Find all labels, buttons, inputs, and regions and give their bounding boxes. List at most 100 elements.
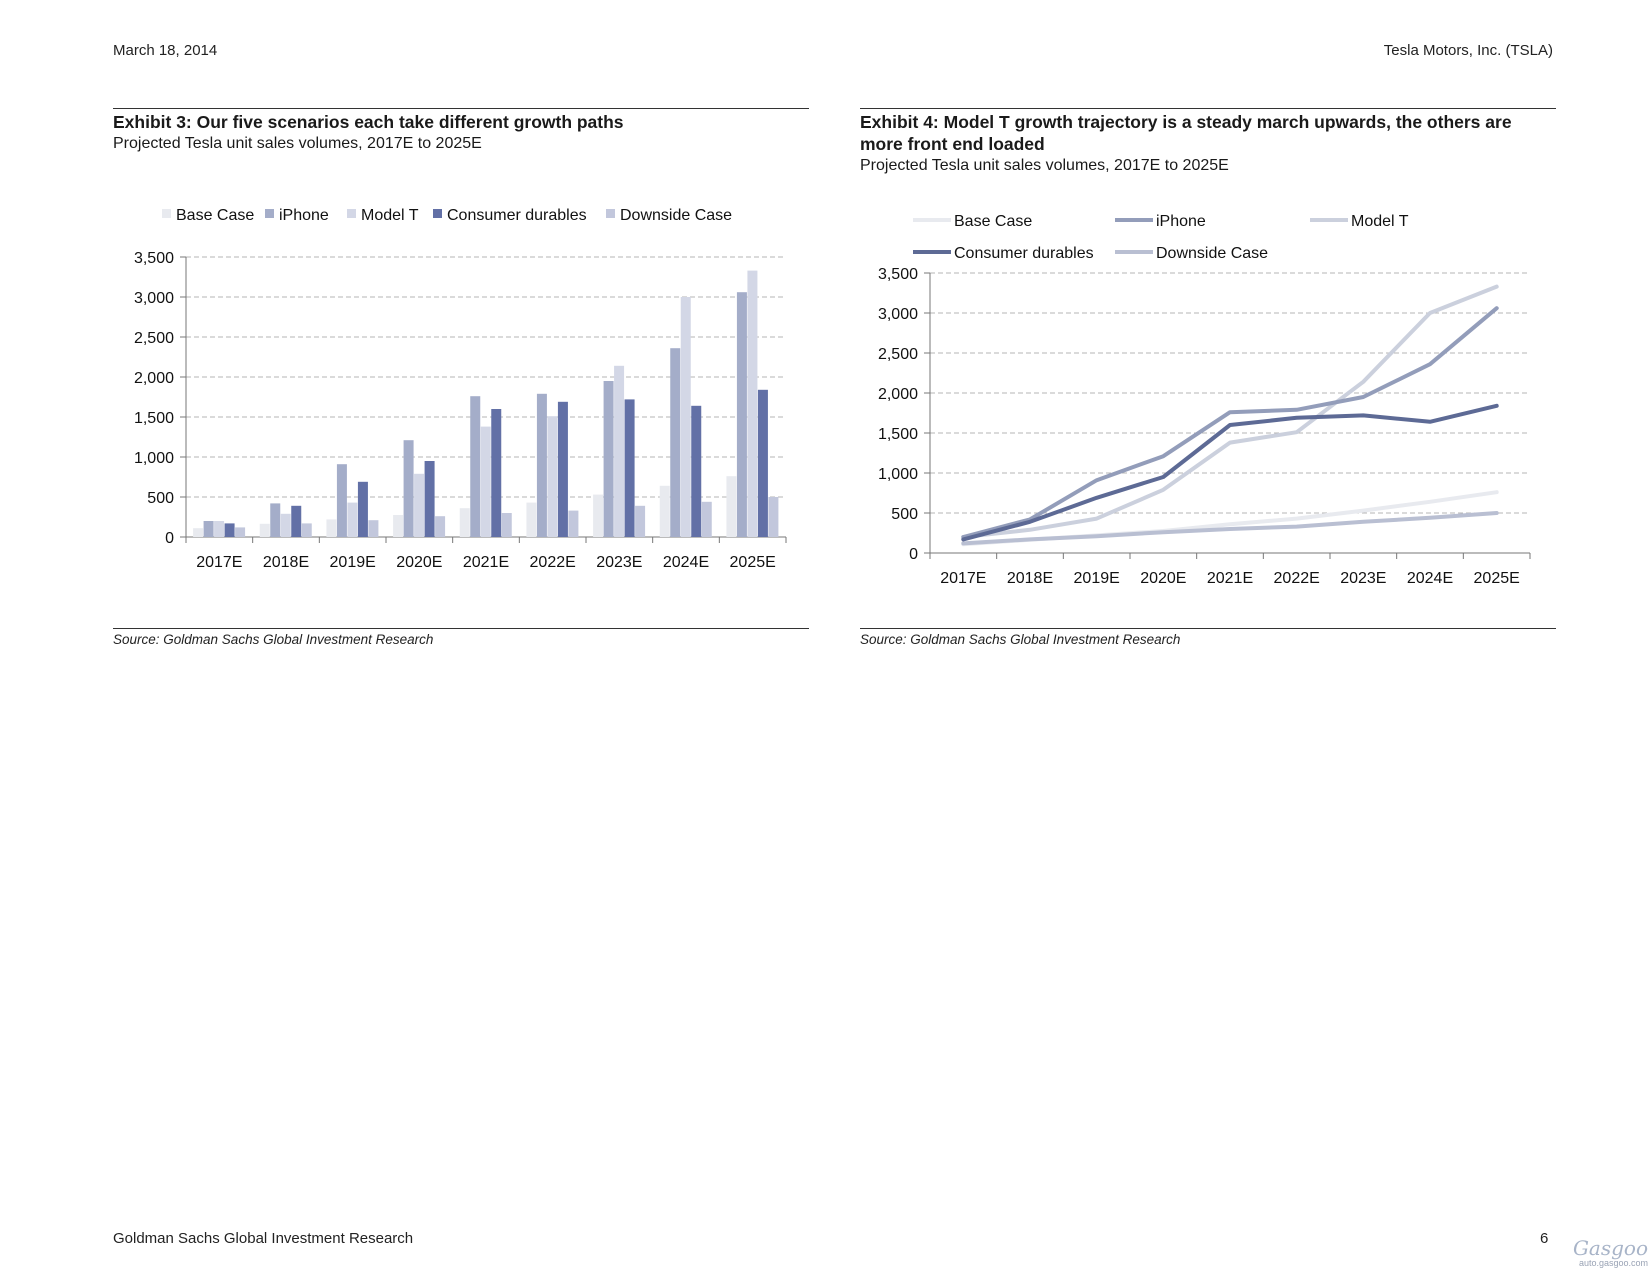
- bar-base-case: [593, 494, 604, 537]
- bar-model-t: [747, 270, 758, 537]
- legend-label-consumer-durables: Consumer durables: [447, 207, 587, 224]
- line-chart: 0 500 1,000 1,500 2,000 2,500 3,000 3,500 2017E 2…: [878, 213, 1531, 587]
- x-tick-label: 2020E: [1140, 570, 1186, 587]
- line-consumer-durables: [961, 403, 1499, 542]
- watermark-url: auto.gasgoo.com: [1578, 1258, 1648, 1268]
- bar-model-t: [280, 513, 291, 537]
- report-date: March 18, 2014: [113, 42, 218, 59]
- bar-consumer-durables: [357, 481, 368, 537]
- y-tick-label: 3,500: [878, 266, 918, 283]
- legend-swatch-iphone: [265, 209, 274, 218]
- footer-publisher: Goldman Sachs Global Investment Research: [113, 1230, 414, 1247]
- bar-downside-case: [301, 523, 312, 537]
- line-model-t: [961, 284, 1499, 539]
- x-tick-label: 2018E: [263, 554, 309, 571]
- bar-base-case: [659, 485, 670, 537]
- report-company: Tesla Motors, Inc. (TSLA): [1383, 42, 1553, 59]
- legend-label-iphone: iPhone: [1156, 213, 1206, 230]
- bar-iphone: [736, 292, 747, 537]
- bar-iphone: [403, 440, 414, 537]
- y-tick-label: 1,500: [878, 426, 918, 443]
- exhibit-4: Exhibit 4: Model T growth trajectory is …: [860, 108, 1556, 647]
- bar-iphone: [203, 521, 214, 537]
- y-tick-label: 1,500: [134, 410, 174, 427]
- y-tick-label: 3,500: [134, 250, 174, 267]
- exhibit-3: Exhibit 3: Our five scenarios each take …: [113, 108, 809, 647]
- y-tick-label: 2,500: [878, 346, 918, 363]
- x-tick-label: 2024E: [663, 554, 709, 571]
- bar-downside-case: [701, 501, 712, 537]
- line-downside-case: [961, 511, 1499, 546]
- bar-consumer-durables: [224, 523, 235, 537]
- x-tick-label: 2022E: [530, 554, 576, 571]
- y-tick-label: 0: [909, 546, 918, 563]
- legend-label-model-t: Model T: [361, 207, 419, 224]
- bar-downside-case: [435, 516, 446, 537]
- bar-iphone: [270, 503, 281, 537]
- y-tick-label: 2,000: [878, 386, 918, 403]
- bar-iphone: [336, 464, 347, 537]
- bar-model-t: [614, 365, 625, 537]
- legend-label-base-case: Base Case: [176, 207, 254, 224]
- bar-iphone: [536, 393, 547, 537]
- bar-model-t: [414, 473, 425, 537]
- y-tick-label: 3,000: [134, 290, 174, 307]
- bar-iphone: [470, 396, 481, 537]
- line-iphone: [961, 306, 1499, 539]
- bar-consumer-durables: [424, 461, 435, 537]
- exhibit-3-top-rule: [113, 108, 809, 109]
- legend-label-iphone: iPhone: [279, 207, 329, 224]
- y-tick-label: 1,000: [878, 466, 918, 483]
- legend-swatch-model-t: [347, 209, 356, 218]
- x-tick-label: 2017E: [940, 570, 986, 587]
- bar-chart: 0 500 1,000 1,500 2,000 2,500 3,000 3,500 2017E 2…: [134, 207, 787, 571]
- exhibit-3-source: Source: Goldman Sachs Global Investment …: [113, 632, 434, 647]
- exhibit-4-source-rule: [860, 628, 1556, 629]
- legend-label-model-t: Model T: [1351, 213, 1409, 230]
- y-tick-label: 2,000: [134, 370, 174, 387]
- page-number: 6: [1540, 1230, 1549, 1247]
- gasgoo-watermark: Gasgoo auto.gasgoo.com: [1562, 1238, 1648, 1269]
- bar-model-t: [214, 521, 225, 537]
- legend-label-consumer-durables: Consumer durables: [954, 245, 1094, 262]
- x-tick-label: 2021E: [1207, 570, 1253, 587]
- x-tick-label: 2025E: [730, 554, 776, 571]
- y-tick-label: 3,000: [878, 306, 918, 323]
- x-tick-label: 2020E: [396, 554, 442, 571]
- x-tick-label: 2021E: [463, 554, 509, 571]
- bar-base-case: [726, 476, 737, 537]
- bar-downside-case: [235, 527, 246, 537]
- bar-base-case: [459, 508, 470, 537]
- bar-base-case: [193, 528, 204, 537]
- bar-model-t: [680, 297, 691, 537]
- x-tick-label: 2024E: [1407, 570, 1453, 587]
- bar-model-t: [347, 502, 358, 537]
- bar-base-case: [326, 519, 337, 537]
- y-tick-label: 0: [165, 530, 174, 547]
- x-tick-label: 2023E: [596, 554, 642, 571]
- exhibit-4-title: Exhibit 4: Model T growth trajectory is …: [860, 112, 1512, 154]
- bar-downside-case: [635, 505, 646, 537]
- x-tick-label: 2023E: [1340, 570, 1386, 587]
- y-tick-label: 500: [147, 490, 174, 507]
- legend-swatch-downside-case: [606, 209, 615, 218]
- x-tick-label: 2019E: [330, 554, 376, 571]
- bar-downside-case: [501, 513, 512, 537]
- y-tick-label: 2,500: [134, 330, 174, 347]
- exhibit-3-title: Exhibit 3: Our five scenarios each take …: [113, 112, 624, 132]
- exhibit-3-subtitle: Projected Tesla unit sales volumes, 2017…: [113, 135, 482, 152]
- bar-consumer-durables: [757, 389, 768, 537]
- bar-downside-case: [368, 520, 379, 537]
- legend-swatch-consumer-durables: [433, 209, 442, 218]
- bar-consumer-durables: [691, 405, 702, 537]
- bar-base-case: [259, 523, 270, 537]
- bar-consumer-durables: [624, 399, 635, 537]
- y-tick-label: 1,000: [134, 450, 174, 467]
- legend-swatch-base-case: [162, 209, 171, 218]
- bar-model-t: [547, 416, 558, 537]
- x-tick-label: 2019E: [1074, 570, 1120, 587]
- y-tick-label: 500: [891, 506, 918, 523]
- bar-downside-case: [568, 510, 579, 537]
- bar-consumer-durables: [557, 401, 568, 537]
- legend-label-base-case: Base Case: [954, 213, 1032, 230]
